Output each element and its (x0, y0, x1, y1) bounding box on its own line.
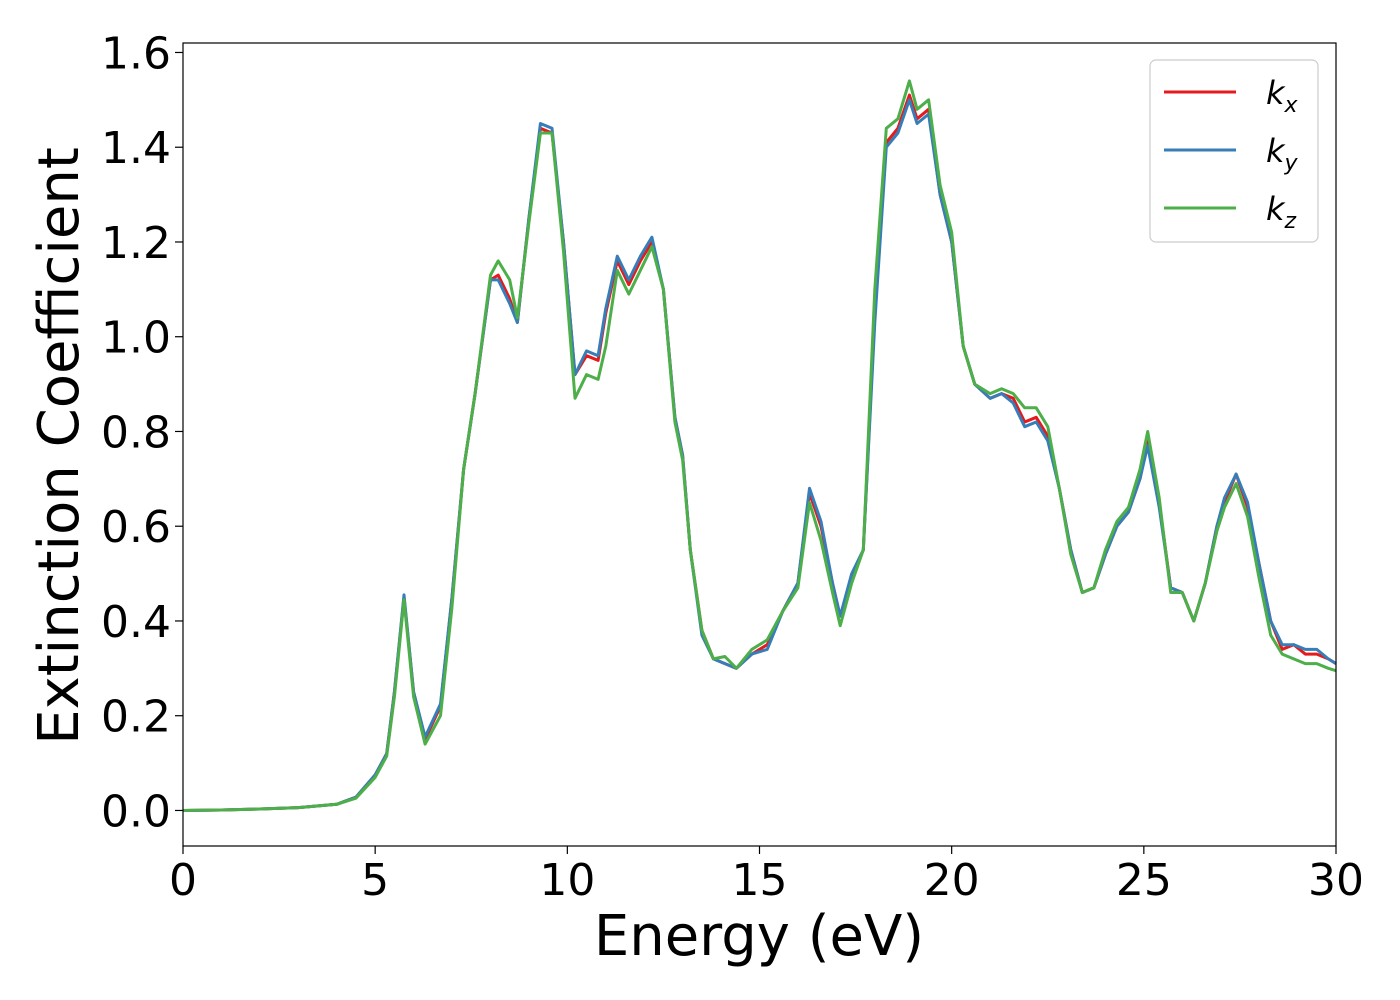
x-tick-label: 0 (169, 855, 197, 906)
legend: kx ky kz (1149, 59, 1319, 243)
x-tick-label: 15 (732, 855, 788, 906)
x-tick-label: 30 (1308, 855, 1364, 906)
series-line-kz (182, 79, 1337, 812)
y-tick-label: 0.4 (101, 597, 171, 648)
y-tick-label: 0.0 (101, 786, 171, 837)
y-tick-label: 0.6 (101, 502, 171, 553)
legend-label-ky: ky (1266, 132, 1299, 176)
x-tick-label: 5 (361, 855, 389, 906)
axes-layer: 0 5 10 15 20 25 30 0.0 0.2 0.4 0.6 0.8 1.0 1.2 1.4 1.6 (101, 28, 1364, 906)
legend-label-kx: kx (1266, 74, 1299, 118)
y-tick-label: 1.2 (101, 218, 171, 269)
y-tick-label: 1.0 (101, 313, 171, 364)
x-tick-label: 25 (1116, 855, 1172, 906)
y-tick-label: 0.8 (101, 407, 171, 458)
x-axis-label: Energy (eV) (594, 904, 924, 969)
y-axis-label: Extinction Coefficient (27, 147, 92, 745)
series-layer (182, 79, 1337, 812)
y-tick-label: 1.6 (101, 28, 171, 79)
legend-label-kz: kz (1266, 190, 1297, 234)
y-tick-label: 0.2 (101, 692, 171, 743)
x-tick-label: 20 (924, 855, 980, 906)
x-tick-label: 10 (539, 855, 595, 906)
y-tick-label: 1.4 (101, 123, 171, 174)
